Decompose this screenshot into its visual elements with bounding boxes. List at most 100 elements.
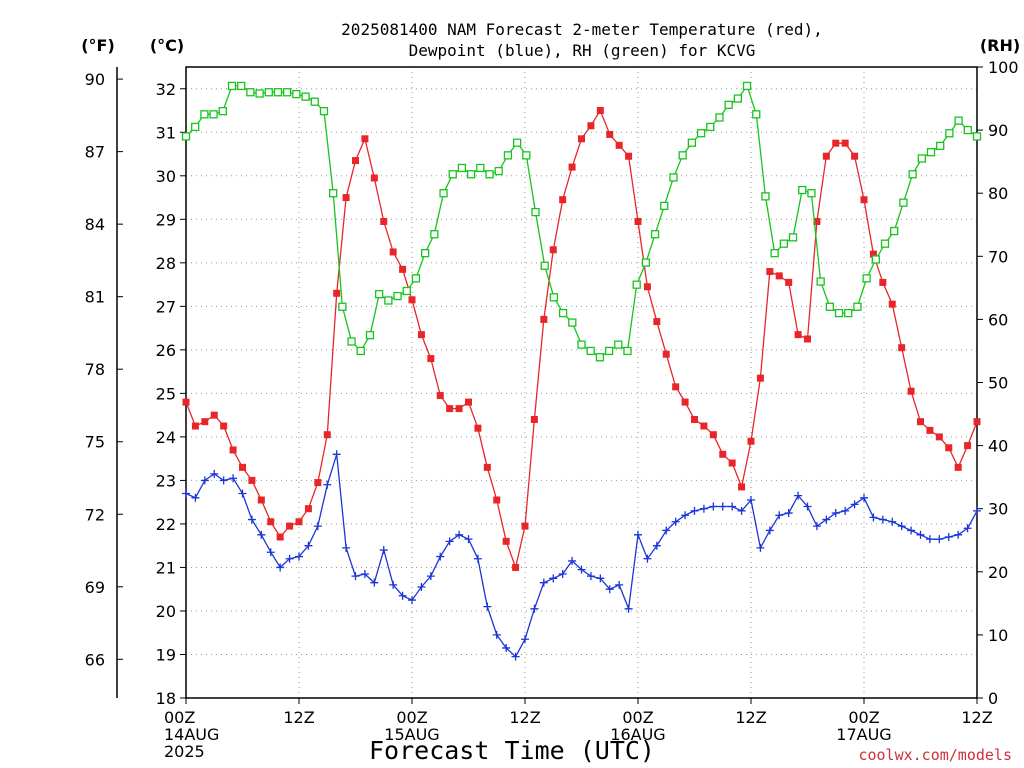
temperature-point — [578, 135, 585, 143]
dewpoint-point — [624, 604, 633, 613]
temperature-point — [738, 483, 746, 491]
temperature-line — [185, 109, 978, 570]
celsius-tick-label: 25 — [156, 384, 176, 403]
rh-point — [834, 308, 844, 318]
temperature-point — [248, 476, 256, 484]
temperature-point — [399, 265, 407, 273]
temperature-point — [380, 217, 388, 225]
rh-point — [568, 318, 577, 327]
source-credit: coolwx.com/models — [858, 746, 1012, 764]
dewpoint-point — [408, 596, 416, 605]
fahrenheit-tick-label: 78 — [85, 360, 105, 379]
dewpoint-point — [182, 489, 190, 498]
rh-point — [669, 173, 678, 182]
temperature-point — [540, 315, 548, 323]
dewpoint-point — [831, 509, 840, 518]
rh-point — [329, 189, 338, 198]
rh-point — [926, 148, 936, 157]
dewpoint-point — [850, 500, 859, 509]
dewpoint-point — [473, 554, 482, 563]
celsius-tick-label: 18 — [156, 689, 176, 708]
rh-tick-label: 40 — [988, 437, 1008, 456]
fahrenheit-unit-label: (°F) — [81, 36, 115, 55]
rh-point — [715, 113, 724, 122]
temperature-point — [455, 405, 463, 413]
dewpoint-line — [185, 454, 978, 658]
dewpoint-point — [455, 530, 464, 539]
temperature-point — [191, 422, 199, 430]
temperature-point — [352, 157, 359, 165]
rh-point — [375, 290, 384, 299]
temperature-point — [286, 522, 294, 530]
temperature-point — [794, 331, 802, 339]
temperature-point — [653, 318, 661, 326]
rh-point — [420, 248, 430, 258]
dewpoint-point — [803, 502, 812, 511]
x-tick-label: 00Z — [848, 708, 879, 727]
temperature-point — [822, 152, 830, 160]
dewpoint-point — [360, 569, 369, 578]
temperature-point — [634, 217, 642, 225]
rh-tick-label: 80 — [988, 184, 1008, 203]
temperature-point — [333, 289, 341, 297]
rh-point — [779, 239, 788, 248]
temperature-point — [869, 250, 877, 258]
temperature-point — [389, 248, 397, 256]
rh-tick-label: 0 — [988, 689, 998, 708]
rh-tick-label: 100 — [988, 58, 1019, 77]
rh-line — [185, 84, 978, 359]
dewpoint-point — [935, 535, 944, 544]
rh-point — [788, 233, 798, 242]
plot-frame — [185, 66, 978, 699]
dewpoint-point — [200, 476, 209, 485]
dewpoint-point — [577, 565, 586, 574]
dewpoint-point — [596, 574, 605, 583]
dewpoint-point — [295, 552, 303, 561]
dewpoint-point — [304, 541, 313, 550]
dewpoint-point — [897, 522, 906, 531]
dewpoint-point — [765, 526, 774, 535]
rh-point — [917, 154, 926, 163]
rh-point — [393, 291, 402, 301]
temperature-point — [314, 479, 322, 487]
x-axis-title: Forecast Time (UTC) — [369, 736, 655, 765]
dewpoint-point — [643, 554, 652, 563]
rh-point — [457, 163, 467, 173]
rh-point — [604, 346, 614, 356]
rh-point — [798, 185, 807, 195]
rh-point — [752, 110, 761, 119]
fahrenheit-tick-label: 75 — [85, 433, 105, 452]
temperature-point — [945, 444, 953, 452]
temperature-point — [709, 431, 717, 439]
rh-point — [614, 340, 623, 349]
rh-point — [890, 226, 899, 236]
celsius-tick-label: 26 — [156, 341, 176, 360]
rh-point — [476, 163, 485, 173]
dewpoint-point — [784, 509, 793, 518]
temperature-point — [747, 437, 755, 445]
rh-point — [365, 331, 375, 340]
temperature-point — [276, 533, 284, 541]
dewpoint-point — [389, 580, 398, 589]
rh-point — [466, 170, 476, 179]
temperature-point — [785, 278, 793, 286]
rh-point — [264, 88, 273, 97]
rh-point — [742, 81, 752, 91]
x-tick-label: 17AUG — [836, 725, 891, 744]
rh-point — [540, 261, 549, 270]
rh-point — [696, 129, 706, 138]
rh-point — [356, 346, 365, 356]
temperature-point — [964, 442, 972, 450]
data-series — [181, 81, 982, 661]
temperature-point — [304, 505, 312, 513]
dewpoint-point — [266, 548, 275, 557]
rh-point — [623, 346, 632, 356]
chart-title-line-2: Dewpoint (blue), RH (green) for KCVG — [409, 41, 756, 60]
temperature-point — [587, 122, 595, 130]
dewpoint-point — [615, 580, 624, 589]
celsius-tick-label: 27 — [156, 297, 176, 316]
temperature-point — [502, 537, 510, 545]
celsius-tick-label: 32 — [156, 80, 176, 99]
temperature-point — [672, 383, 680, 391]
